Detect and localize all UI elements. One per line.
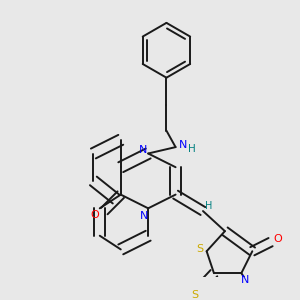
- Text: N: N: [139, 145, 147, 155]
- Text: N: N: [179, 140, 187, 150]
- Text: S: S: [196, 244, 203, 254]
- Text: N: N: [140, 211, 149, 220]
- Text: O: O: [274, 234, 282, 244]
- Text: O: O: [91, 210, 100, 220]
- Text: H: H: [205, 201, 212, 211]
- Text: S: S: [191, 290, 198, 300]
- Text: H: H: [188, 144, 196, 154]
- Text: N: N: [241, 275, 249, 286]
